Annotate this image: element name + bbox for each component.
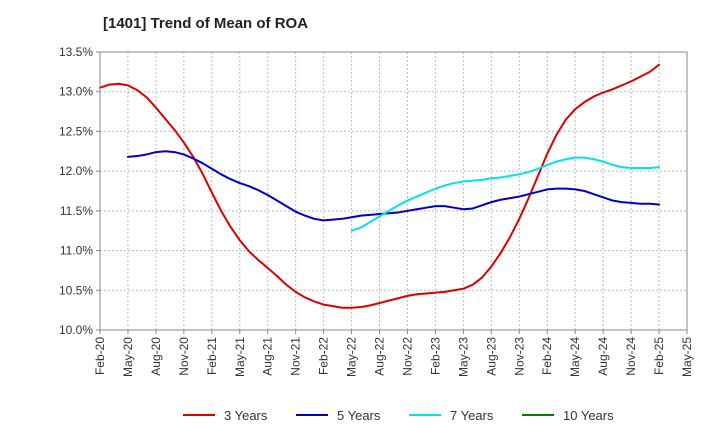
x-tick-label: Feb-22: [317, 337, 331, 375]
series-line-3-years: [99, 63, 661, 309]
x-tick-label: Aug-24: [596, 337, 610, 376]
y-tick-label: 10.5%: [59, 283, 93, 297]
x-tick-label: Nov-20: [177, 337, 191, 376]
x-tick-label: May-22: [345, 337, 359, 377]
plot-frame: [99, 51, 688, 331]
legend-label-10-years: 10 Years: [563, 408, 614, 423]
y-tick-label: 12.5%: [59, 124, 93, 138]
x-tick-label: Feb-20: [93, 337, 107, 375]
x-tick-label: May-23: [456, 337, 470, 377]
x-tick-label: May-20: [121, 337, 135, 377]
y-axis: 10.0% 10.5% 11.0% 11.5% 12.0% 12.5% 13.0% 13.5%: [59, 45, 100, 337]
x-tick-label: Nov-23: [512, 337, 526, 376]
x-tick-label: Aug-20: [149, 337, 163, 376]
x-tick-label: Feb-24: [540, 337, 554, 375]
x-tick-label: Nov-21: [289, 337, 303, 376]
x-tick-label: Aug-23: [484, 337, 498, 376]
legend-label-5-years: 5 Years: [337, 408, 381, 423]
x-tick-label: May-21: [233, 337, 247, 377]
x-tick-label: Nov-24: [624, 337, 638, 376]
legend: 3 Years 5 Years 7 Years 10 Years: [183, 408, 614, 423]
x-tick-label: Feb-25: [652, 337, 666, 375]
grid-layer: [99, 51, 688, 331]
x-tick-label: Feb-21: [205, 337, 219, 375]
series-layer: [99, 63, 661, 309]
x-tick-label: May-25: [680, 337, 694, 377]
y-tick-label: 13.0%: [59, 85, 93, 99]
x-tick-label: Feb-23: [428, 337, 442, 375]
chart-title: [1401] Trend of Mean of ROA: [103, 15, 308, 32]
x-axis: Feb-20 May-20 Aug-20 Nov-20 Feb-21 May-21 Aug-…: [93, 330, 694, 377]
y-tick-label: 12.0%: [59, 164, 93, 178]
series-line-7-years: [350, 156, 661, 232]
series-line-5-years: [126, 150, 661, 222]
legend-label-3-years: 3 Years: [224, 408, 268, 423]
y-tick-label: 10.0%: [59, 323, 93, 337]
legend-label-7-years: 7 Years: [450, 408, 494, 423]
y-tick-label: 11.0%: [60, 244, 93, 258]
y-tick-label: 11.5%: [60, 204, 93, 218]
x-tick-label: May-24: [568, 337, 582, 377]
x-tick-label: Aug-22: [373, 337, 387, 376]
y-tick-label: 13.5%: [59, 45, 93, 59]
x-tick-label: Aug-21: [261, 337, 275, 376]
x-tick-label: Nov-22: [400, 337, 414, 376]
